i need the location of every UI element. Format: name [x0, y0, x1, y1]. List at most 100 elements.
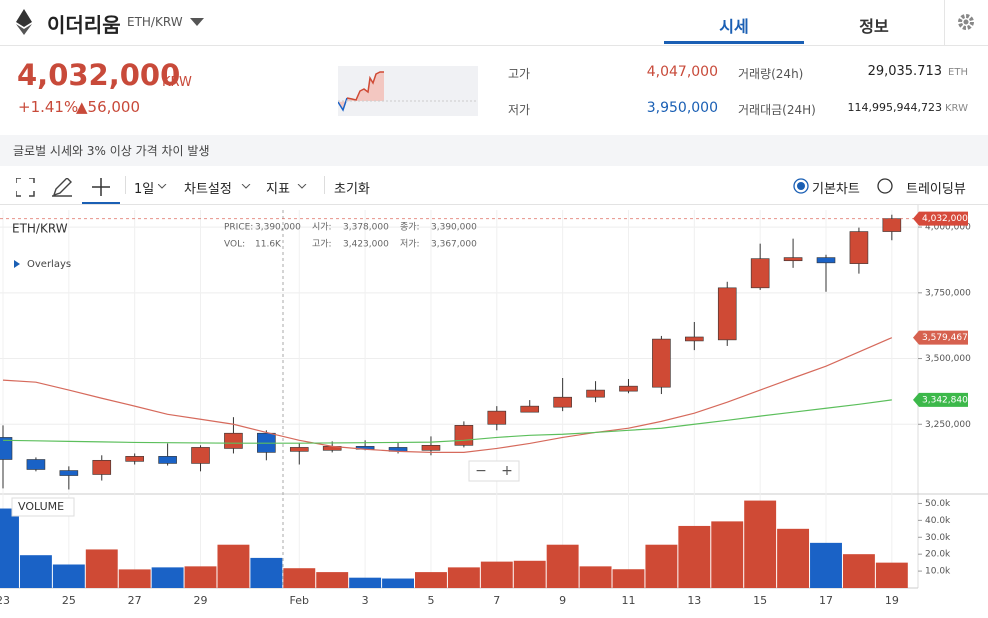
x-tick-label: 13	[687, 594, 701, 607]
volume-bar	[678, 525, 711, 588]
change-rate: +1.41%	[18, 98, 79, 116]
tab[interactable]: 정보	[859, 17, 889, 36]
divider	[0, 45, 988, 46]
tooltip-key: 저가:	[400, 239, 420, 250]
volume-bar	[842, 554, 875, 588]
tooltip-key: 종가:	[400, 222, 420, 233]
price-tag	[913, 392, 968, 407]
volume-bar	[118, 569, 151, 588]
candle-body	[619, 385, 638, 392]
reset[interactable]: 초기화	[334, 182, 370, 197]
candle-body	[652, 338, 671, 388]
candle-body	[454, 425, 474, 446]
y-tick-label: 3,250,000	[925, 420, 971, 430]
volume-bar	[184, 566, 217, 588]
x-tick-label: 15	[753, 594, 767, 607]
volume-bar	[645, 544, 678, 588]
moving-average	[2, 399, 892, 444]
candle-body	[882, 218, 902, 232]
candle-body	[191, 447, 210, 464]
volume-bar	[19, 555, 52, 588]
stat-label: 거래대금(24H)	[738, 103, 816, 117]
candle-body	[849, 231, 869, 264]
candle-body	[26, 459, 46, 470]
x-tick-label: 27	[128, 594, 142, 607]
overlays[interactable]: Overlays	[27, 259, 71, 270]
tooltip-key: VOL:	[224, 240, 245, 250]
candle-body	[520, 405, 540, 413]
notice: 글로벌 시세와 3% 이상 가격 차이 발생	[13, 144, 210, 158]
radio-label[interactable]: 기본차트	[812, 182, 860, 197]
stat-value: 3,950,000	[646, 100, 718, 116]
volume-bar	[217, 544, 250, 588]
stat-label: 거래량(24h)	[738, 67, 804, 81]
toolbar-icons[interactable]	[16, 178, 126, 206]
price-tag-label: 3,342,840	[922, 395, 968, 405]
tooltip-key: PRICE:	[224, 223, 253, 233]
moving-average	[2, 337, 893, 454]
tooltip-value: 3,378,000	[343, 223, 389, 233]
price-tag-label: 3,579,467	[922, 333, 968, 343]
tooltip-key: 시가:	[312, 222, 332, 233]
zoom-in[interactable]: +	[501, 463, 513, 479]
dropdown-caret[interactable]	[190, 18, 204, 26]
volume-bar	[0, 508, 19, 588]
tooltip-value: 3,390,000	[431, 223, 477, 233]
volume-bar	[283, 568, 316, 588]
volume-bar	[85, 549, 118, 588]
tooltip-key: 고가:	[312, 239, 332, 250]
candle-body	[289, 447, 309, 452]
symbol: ETH/KRW	[12, 222, 68, 236]
candle-body	[224, 432, 243, 449]
x-tick-label: 5	[427, 594, 434, 607]
volume-bar	[316, 572, 349, 588]
chart: ETH/KRW Overlays PRICE: 3,390,000 시가: 3,…	[0, 205, 988, 607]
notice-bar	[0, 135, 988, 166]
x-tick-label: 3	[362, 594, 369, 607]
tab-active[interactable]: 시세	[719, 17, 749, 36]
stat-value: 114,995,944,723	[847, 101, 942, 114]
sparkline	[338, 66, 478, 116]
x-tick-label: Feb	[290, 594, 309, 607]
radio-label[interactable]: 트레이딩뷰	[906, 182, 966, 197]
indicators[interactable]: 지표	[266, 182, 290, 197]
volume-bar	[612, 569, 645, 588]
chart-settings[interactable]: 차트설정	[184, 182, 232, 197]
price-tag-label: 4,032,000	[922, 214, 968, 224]
x-tick-label: 23	[0, 594, 10, 607]
candle-body	[421, 445, 441, 451]
zoom-out[interactable]: −	[475, 463, 487, 479]
volume-bar	[250, 557, 283, 588]
settings-gear[interactable]	[957, 13, 975, 31]
tooltip-value: 3,423,000	[343, 240, 389, 250]
candle-body	[125, 456, 144, 462]
x-tick-label: 11	[621, 594, 635, 607]
x-tick-label: 17	[819, 594, 833, 607]
price-tag	[913, 211, 968, 226]
y-tick-label: 4,000,000	[925, 223, 971, 233]
volume-tick-label: 40.0k	[925, 516, 951, 526]
volume-tick-label: 50.0k	[925, 499, 951, 509]
y-tick-label: 3,750,000	[925, 288, 971, 298]
candle-body	[553, 396, 572, 408]
x-tick-label: 29	[194, 594, 208, 607]
change: ▲56,000	[76, 98, 141, 116]
volume-tick-label: 20.0k	[925, 550, 951, 560]
toolbar-border	[0, 204, 988, 205]
current-price: 4,032,000	[17, 58, 181, 92]
candle-body	[586, 389, 605, 398]
zoom-box	[468, 460, 520, 482]
volume-bar	[52, 564, 85, 588]
volume-bar	[447, 567, 480, 588]
radios[interactable]	[793, 178, 893, 194]
interval[interactable]: 1일	[134, 182, 155, 197]
pair[interactable]: ETH/KRW	[127, 15, 183, 29]
volume-title-box	[11, 497, 75, 517]
volume-bar	[349, 577, 382, 588]
tooltip-value: 11.6K	[255, 240, 282, 250]
volume-tick-label: 30.0k	[925, 533, 951, 543]
divider	[125, 176, 126, 194]
overlays-arrow[interactable]	[14, 260, 20, 268]
stat-label: 저가	[508, 103, 531, 117]
